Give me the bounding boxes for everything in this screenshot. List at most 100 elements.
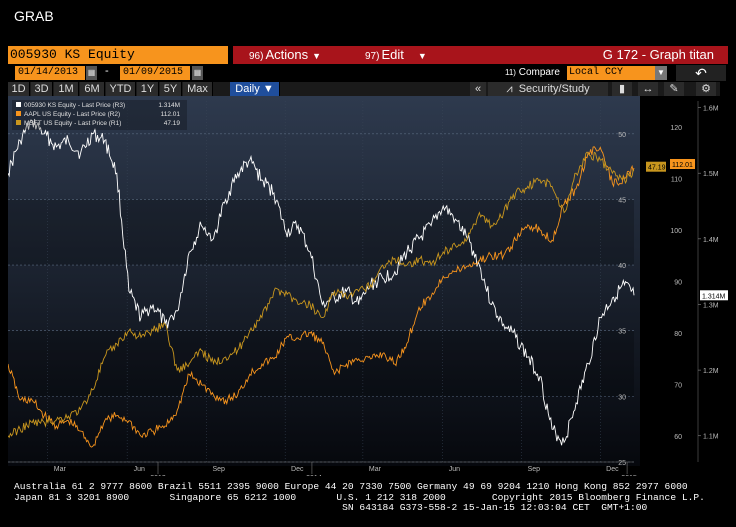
- pan-icon[interactable]: ↔: [638, 82, 658, 96]
- samsung-last-label: 1.314M: [702, 293, 726, 300]
- edit-menu[interactable]: 97) Edit ▼: [365, 46, 427, 64]
- calendar-icon[interactable]: ▦: [192, 66, 203, 80]
- x-year-label: 2015: [621, 475, 637, 476]
- frequency-label: Daily: [235, 83, 260, 95]
- period-1y[interactable]: 1Y: [137, 82, 159, 96]
- legend-value: 47.19: [164, 120, 181, 127]
- legend-swatch: [16, 102, 21, 107]
- footer-line-2: Japan 81 3 3201 8900 Singapore 65 6212 1…: [14, 491, 705, 503]
- frequency-select[interactable]: Daily ▼: [230, 82, 280, 96]
- start-date-field[interactable]: 01/14/2013: [15, 66, 85, 80]
- legend-box: [12, 100, 187, 130]
- axis-r2-tick: 90: [674, 280, 682, 287]
- legend-label: MSFT US Equity - Last Price (R1): [24, 120, 121, 127]
- collapse-button[interactable]: «: [470, 82, 486, 96]
- actions-number: 96): [249, 51, 264, 62]
- chevron-down-icon: ▼: [262, 83, 274, 95]
- axis-r1-tick: 35: [618, 329, 626, 336]
- samsung-last-label-box: [700, 290, 728, 301]
- axis-r3-tick: 1.5M: [703, 171, 719, 178]
- actions-caret-icon: ▼: [312, 51, 322, 61]
- x-month-label: Dec: [606, 466, 619, 473]
- compare-number: 11): [505, 68, 516, 77]
- axis-r3-tick: 1.6M: [703, 106, 719, 113]
- edit-number: 97): [365, 51, 380, 62]
- chart-svg: 25 30 35 40 45 50 60 70 80 90 100 110 120 1.1M 1.2M 1.3…: [7, 96, 728, 482]
- compare-text: Compare: [518, 67, 560, 78]
- legend: 005930 KS Equity - Last Price (R3) 1.314M…: [12, 100, 187, 130]
- period-5y[interactable]: 5Y: [160, 82, 182, 96]
- axis-r2-tick: 120: [670, 125, 682, 132]
- axis-r1-tick: 50: [618, 132, 626, 139]
- axis-r1-tick: 30: [618, 394, 626, 401]
- axis-r2-tick: 70: [674, 383, 682, 390]
- footer-line-1: Australia 61 2 9777 8600 Brazil 5511 239…: [14, 481, 688, 492]
- security-study-button[interactable]: ⩘ Security/Study: [488, 82, 608, 96]
- period-ytd[interactable]: YTD: [106, 82, 136, 96]
- actions-menu[interactable]: 96) Actions ▼: [249, 46, 321, 64]
- footer-line-3: SN 643184 G373-558-2 15-Jan-15 12:03:04 …: [14, 502, 648, 513]
- ticker-input[interactable]: 005930 KS Equity: [8, 46, 228, 64]
- last-price-labels: 47.19 112.01 1.314M: [646, 158, 728, 301]
- x-month-label: Jun: [449, 466, 460, 473]
- period-1m[interactable]: 1M: [54, 82, 79, 96]
- gear-icon[interactable]: ⚙: [696, 82, 716, 96]
- legend-swatch: [16, 120, 21, 125]
- x-month-label: Sep: [528, 466, 541, 473]
- edit-icon[interactable]: ✎: [664, 82, 684, 96]
- date-separator: -: [105, 65, 109, 77]
- calendar-icon[interactable]: ▦: [86, 66, 97, 80]
- date-bar: 01/14/2013 ▦ - 01/09/2015 ▦ 11) Compare …: [8, 65, 728, 81]
- annotate-icon[interactable]: ▮: [612, 82, 632, 96]
- footer: Australia 61 2 9777 8600 Brazil 5511 239…: [14, 481, 729, 514]
- legend-label: AAPL US Equity - Last Price (R2): [24, 111, 120, 118]
- back-arrow-icon[interactable]: ↶: [676, 65, 726, 81]
- command-bar: 005930 KS Equity 96) Actions ▼ 97) Edit ▼ G …: [8, 46, 728, 64]
- legend-value: 112.01: [161, 111, 181, 118]
- compare-label[interactable]: 11) Compare: [505, 67, 560, 78]
- currency-select[interactable]: Local CCY: [567, 66, 655, 80]
- edit-caret-icon: ▼: [417, 51, 427, 61]
- axis-r3-tick: 1.3M: [703, 302, 719, 309]
- axis-r2-tick: 60: [674, 434, 682, 441]
- grid-band: [8, 199, 634, 266]
- msft-last-label-box: [646, 161, 666, 172]
- series-line: [7, 118, 635, 446]
- x-month-label: Dec: [291, 466, 304, 473]
- x-month-label: Jun: [134, 466, 145, 473]
- price-chart[interactable]: 25 30 35 40 45 50 60 70 80 90 100 110 120 1.1M 1.2M 1.3…: [7, 96, 728, 482]
- msft-last-label: 47.19: [648, 165, 666, 172]
- graph-title: G 172 - Graph titan: [602, 47, 714, 62]
- series-line: [7, 151, 635, 439]
- x-month-label: Mar: [369, 466, 382, 473]
- action-bar: 96) Actions ▼ 97) Edit ▼ G 172 - Graph titan: [233, 46, 728, 64]
- plot-background: [8, 96, 640, 466]
- actions-label: Actions: [265, 47, 309, 62]
- period-3d[interactable]: 3D: [31, 82, 53, 96]
- x-year-label: 2014: [306, 475, 322, 476]
- period-max[interactable]: Max: [183, 82, 213, 96]
- end-date-field[interactable]: 01/09/2015: [120, 66, 190, 80]
- axis-r1-tick: 40: [618, 263, 626, 270]
- axis-r2-tick: 80: [674, 331, 682, 338]
- x-month-label: Mar: [54, 466, 67, 473]
- window-title: GRAB: [14, 8, 54, 24]
- axis-r2-tick: 100: [670, 228, 682, 235]
- period-1d[interactable]: 1D: [8, 82, 30, 96]
- series-line: [7, 146, 635, 448]
- study-chart-icon: ⩘: [506, 83, 513, 95]
- security-study-label: Security/Study: [518, 83, 590, 95]
- legend-swatch: [16, 111, 21, 116]
- period-toolbar: 1D 3D 1M 6M YTD 1Y 5Y Max Daily ▼ « ⩘ Se…: [8, 82, 720, 96]
- axis-r3-tick: 1.4M: [703, 237, 719, 244]
- x-year-label: 2013: [150, 475, 166, 476]
- chevron-down-icon[interactable]: ▼: [655, 66, 667, 80]
- axis-r3-tick: 1.2M: [703, 368, 719, 375]
- legend-label: 005930 KS Equity - Last Price (R3): [24, 102, 125, 109]
- period-6m[interactable]: 6M: [80, 82, 105, 96]
- x-month-label: Sep: [212, 466, 225, 473]
- legend-value: 1.314M: [158, 102, 180, 109]
- grid-lines: [8, 101, 634, 463]
- aapl-last-label-box: [670, 158, 695, 169]
- aapl-last-label: 112.01: [672, 162, 693, 169]
